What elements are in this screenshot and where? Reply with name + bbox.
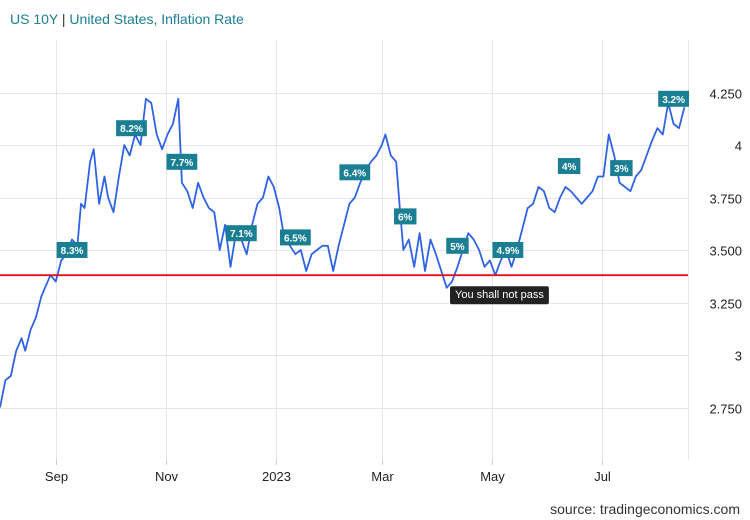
inflation-label: 3% xyxy=(610,160,633,177)
title-separator: | xyxy=(58,11,69,27)
inflation-label-text: 4% xyxy=(562,162,577,173)
inflation-label-bg xyxy=(557,158,581,174)
x-tick-label: Jul xyxy=(594,469,611,484)
inflation-label-text: 3% xyxy=(614,164,629,175)
inflation-label-bg xyxy=(56,242,88,258)
title-comparison: United States, Inflation Rate xyxy=(69,11,244,27)
inflation-label-text: 8.2% xyxy=(120,124,143,135)
x-tick-label: May xyxy=(480,469,505,484)
inflation-label-text: 6% xyxy=(398,212,413,223)
inflation-label: 3.2% xyxy=(658,90,689,107)
y-tick-label: 3.750 xyxy=(709,192,742,207)
y-tick-label: 4 xyxy=(735,139,742,154)
inflation-label-bg xyxy=(279,229,311,246)
inflation-label: 6.4% xyxy=(339,164,371,181)
inflation-label-bg xyxy=(116,120,147,137)
threshold-tooltip-text: You shall not pass xyxy=(455,289,544,301)
inflation-label-text: 6.4% xyxy=(343,168,366,179)
inflation-label: 4% xyxy=(557,158,581,174)
inflation-label: 7.7% xyxy=(166,153,198,170)
inflation-label: 5% xyxy=(446,237,469,254)
inflation-label-bg xyxy=(658,90,689,107)
y-tick-label: 3 xyxy=(735,349,742,364)
inflation-label: 8.2% xyxy=(116,120,147,137)
inflation-label: 6% xyxy=(394,208,417,225)
inflation-label: 8.3% xyxy=(56,242,88,258)
inflation-label: 7.1% xyxy=(225,225,257,242)
us-10y-series-line xyxy=(0,97,686,408)
inflation-label-bg xyxy=(492,242,524,258)
inflation-label-bg xyxy=(339,164,371,181)
x-tick-label: Sep xyxy=(45,469,68,484)
inflation-label-bg xyxy=(610,160,633,177)
y-axis: 2.750 3 3.250 3.500 3.750 4 4.250 xyxy=(709,87,742,417)
inflation-label: 6.5% xyxy=(279,229,311,246)
inflation-labels: 8.3% 8.2% 7.7% 7.1% 6.5% 6.4% 6% 5% 4.9% 4% 3% 3.2% xyxy=(56,90,689,258)
chart-title: US 10Y | United States, Inflation Rate xyxy=(10,11,244,27)
inflation-label-text: 6.5% xyxy=(284,233,307,244)
inflation-label-text: 7.1% xyxy=(230,229,253,240)
x-tick-label: 2023 xyxy=(262,469,291,484)
inflation-label-text: 8.3% xyxy=(61,246,84,257)
x-tick-label: Nov xyxy=(155,469,179,484)
title-symbol: US 10Y xyxy=(10,11,59,27)
inflation-label-text: 5% xyxy=(450,242,465,253)
inflation-label-text: 4.9% xyxy=(496,246,519,257)
source-credit: source: tradingeconomics.com xyxy=(550,501,740,517)
inflation-label-text: 3.2% xyxy=(662,95,685,106)
inflation-label-bg xyxy=(166,153,198,170)
y-tick-label: 3.500 xyxy=(709,244,742,259)
inflation-label-bg xyxy=(446,237,469,254)
inflation-label-bg xyxy=(225,225,257,242)
grid xyxy=(0,40,689,465)
y-tick-label: 3.250 xyxy=(709,297,742,312)
x-axis: Sep Nov 2023 Mar May Jul xyxy=(45,469,611,484)
inflation-label: 4.9% xyxy=(492,242,524,258)
threshold-tooltip: You shall not pass xyxy=(450,286,549,305)
y-tick-label: 4.250 xyxy=(709,87,742,102)
y-tick-label: 2.750 xyxy=(709,402,742,417)
inflation-label-text: 7.7% xyxy=(171,158,194,169)
x-tick-label: Mar xyxy=(371,469,394,484)
threshold-tooltip-bg xyxy=(450,286,549,305)
inflation-label-bg xyxy=(394,208,417,225)
